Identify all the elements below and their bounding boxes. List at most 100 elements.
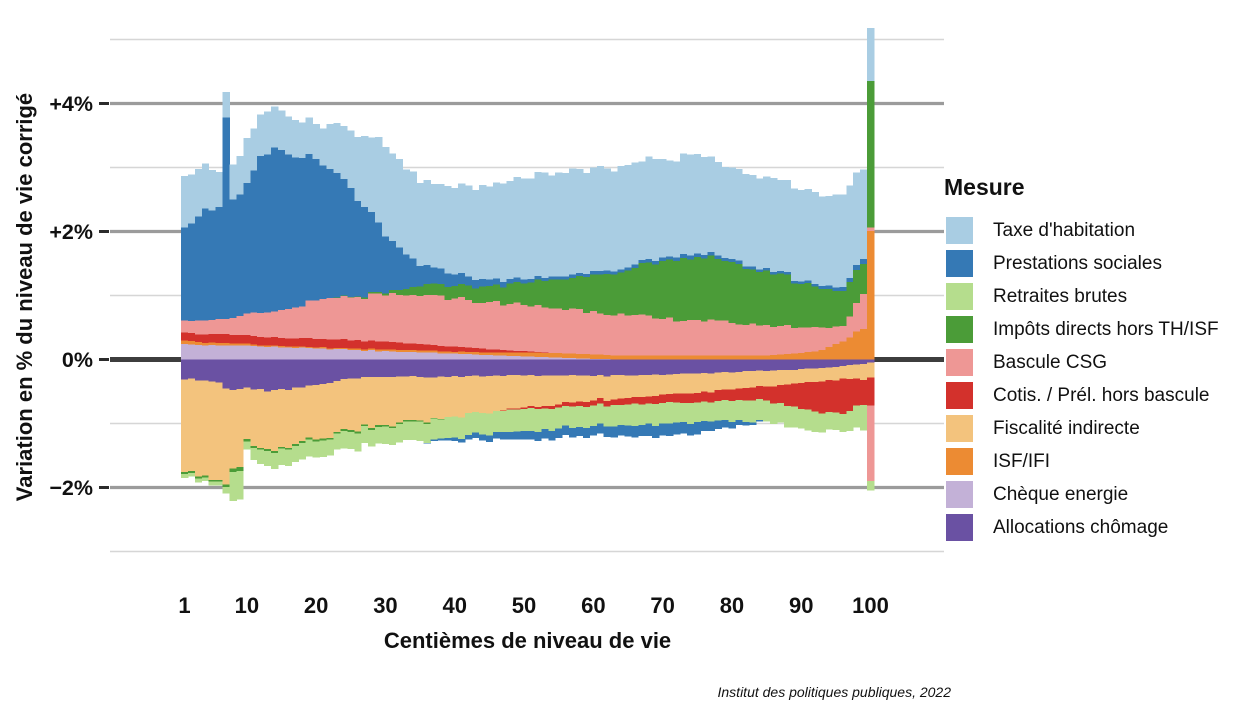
bar-segment-prestations	[271, 147, 279, 312]
bar-segment-csg	[534, 305, 542, 352]
bar-segment-fisc	[735, 371, 743, 389]
bar-segment-cheque	[416, 352, 424, 360]
bar-segment-taxe	[222, 91, 230, 118]
bar-segment-prestations	[763, 267, 771, 271]
bar-segment-csg	[867, 227, 875, 231]
bar-segment-fisc	[326, 382, 334, 438]
bar-segment-taxe	[236, 155, 244, 195]
bar-segment-isf	[589, 354, 598, 359]
bar-segment-cheque	[236, 345, 244, 360]
bar-segment-prestations	[541, 428, 549, 439]
bar-segment-isf	[541, 352, 549, 358]
bar-segment-alloc	[846, 359, 854, 366]
legend-swatch-impots	[946, 316, 973, 343]
bar-segment-prestations	[749, 266, 757, 270]
bar-segment-cheque	[215, 345, 223, 360]
bar-segment-alloc	[569, 359, 577, 376]
bar-segment-fisc	[832, 366, 840, 381]
bar-segment-cotis	[381, 341, 390, 350]
bar-segment-fisc	[790, 369, 799, 384]
bar-segment-fisc	[589, 376, 598, 401]
bar-segment-fisc	[208, 381, 216, 480]
bar-segment-taxe	[347, 130, 355, 188]
bar-segment-csg	[520, 305, 528, 352]
bar-segment-retraites	[534, 409, 542, 432]
bar-segment-taxe	[499, 183, 508, 283]
bar-segment-cotis	[492, 349, 501, 353]
bar-segment-retraites	[444, 417, 452, 438]
bar-segment-prestations	[444, 273, 452, 288]
bar-segment-taxe	[569, 168, 577, 275]
bar-segment-retraites	[381, 426, 390, 444]
bar-segment-alloc	[388, 359, 397, 378]
bar-segment-prestations	[825, 285, 833, 289]
bar-segment-csg	[776, 326, 785, 355]
bar-segment-impots	[361, 424, 369, 427]
bar-segment-alloc	[776, 359, 785, 371]
bar-segment-cheque	[472, 354, 480, 360]
bar-segment-impots	[236, 467, 244, 471]
bar-segment-csg	[257, 312, 265, 338]
bar-segment-csg	[652, 318, 660, 356]
bar-segment-impots	[728, 262, 736, 324]
bar-segment-csg	[375, 293, 383, 342]
bar-segment-retraites	[312, 441, 320, 458]
bar-segment-impots	[645, 262, 653, 316]
bar-segment-csg	[721, 320, 729, 356]
bar-segment-alloc	[527, 359, 535, 375]
bar-segment-taxe	[693, 154, 702, 254]
bar-segment-prestations	[756, 420, 764, 422]
bar-segment-prestations	[243, 182, 251, 314]
bar-segment-retraites	[839, 413, 847, 432]
bar-segment-isf	[181, 340, 189, 345]
bar-segment-cotis	[478, 348, 487, 353]
bar-segment-fisc	[409, 376, 417, 420]
bar-segment-fisc	[194, 380, 203, 477]
bar-segment-fisc	[853, 364, 861, 379]
bar-segment-isf	[291, 346, 300, 348]
bar-segment-impots	[506, 283, 514, 305]
bar-segment-fisc	[541, 375, 549, 407]
bar-segment-impots	[770, 274, 778, 328]
bar-segment-csg	[707, 319, 715, 356]
bar-segment-retraites	[478, 413, 487, 435]
x-tick-label: 100	[852, 593, 889, 618]
bar-segment-cotis	[229, 335, 237, 344]
bar-segment-taxe	[624, 164, 632, 268]
bar-segment-prestations	[603, 426, 612, 438]
bar-segment-cotis	[693, 392, 702, 403]
bar-segment-prestations	[638, 425, 646, 436]
bar-segment-alloc	[735, 359, 743, 372]
bar-segment-cotis	[617, 398, 625, 405]
bar-segment-alloc	[437, 359, 445, 377]
bar-segment-taxe	[742, 174, 750, 267]
bar-segment-isf	[375, 349, 383, 352]
bar-segment-fisc	[451, 376, 459, 417]
bar-segment-fisc	[271, 390, 279, 452]
bar-segment-csg	[194, 320, 203, 335]
bar-segment-prestations	[555, 276, 563, 280]
bar-segment-prestations	[811, 283, 819, 287]
bar-segment-cotis	[867, 377, 875, 406]
bar-segment-cheque	[388, 351, 397, 360]
bar-segment-impots	[284, 447, 293, 450]
bar-segment-impots	[797, 283, 806, 328]
bar-segment-prestations	[458, 438, 466, 443]
bar-segment-isf	[458, 351, 466, 354]
bar-segment-cotis	[638, 397, 646, 405]
bar-segment-csg	[499, 305, 508, 351]
bar-segment-isf	[264, 345, 272, 347]
bar-segment-csg	[603, 315, 612, 355]
bar-segment-isf	[714, 355, 722, 360]
bar-segment-prestations	[610, 271, 618, 275]
bar-segment-csg	[555, 308, 563, 354]
bar-segment-impots	[416, 286, 424, 297]
bar-segment-prestations	[451, 274, 459, 286]
bar-segment-retraites	[610, 405, 618, 427]
bar-segment-csg	[388, 293, 397, 343]
bar-segment-isf	[423, 350, 431, 353]
bar-segment-csg	[243, 313, 251, 336]
bar-segment-retraites	[686, 403, 695, 425]
bar-segment-csg	[562, 309, 570, 354]
bar-segment-isf	[783, 353, 792, 360]
